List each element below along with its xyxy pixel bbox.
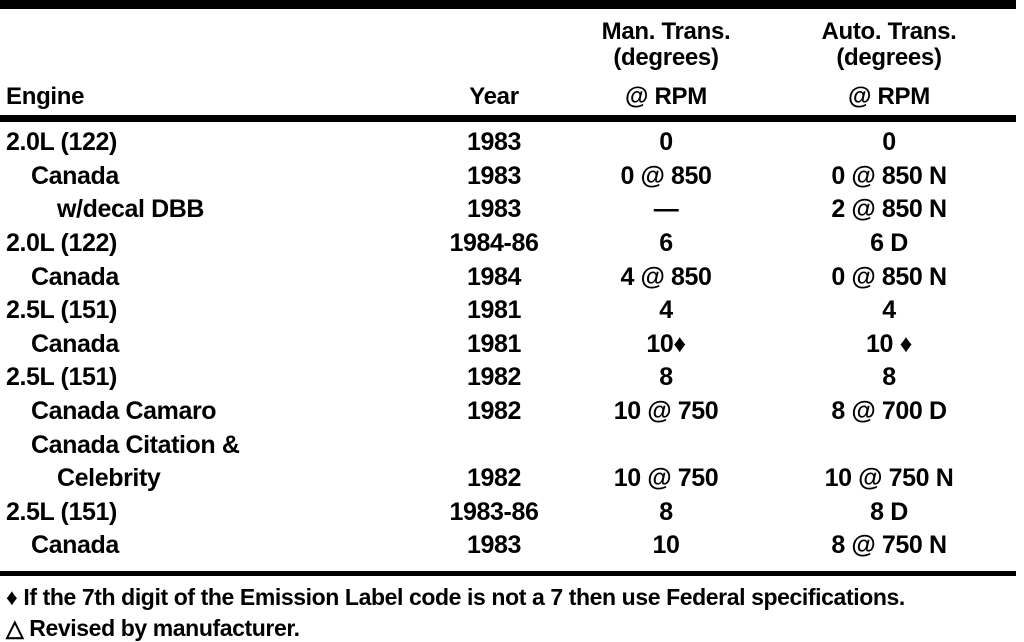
auto-trans-header-line2: (degrees) xyxy=(836,44,942,71)
footnote-diamond-text: If the 7th digit of the Emission Label c… xyxy=(23,583,905,610)
table-row: Canada Citation & xyxy=(0,428,1006,462)
table-row: Celebrity 1982 10 @ 750 10 @ 750 N xyxy=(0,462,1006,496)
year-cell: 1983-86 xyxy=(449,497,539,526)
year-cell: 1983 xyxy=(466,128,521,157)
auto-trans-cell: 4 xyxy=(882,296,896,325)
auto-trans-cell: 8 xyxy=(882,363,896,392)
auto-trans-cell: 2 @ 850 N xyxy=(831,195,947,224)
table-row: 2.5L (151) 1981 4 4 xyxy=(0,294,1006,328)
triangle-icon: △ xyxy=(6,614,24,641)
engine-cell: Canada xyxy=(31,531,119,560)
year-cell: 1983 xyxy=(466,161,521,190)
engine-cell: 2.0L (122) xyxy=(6,128,117,157)
year-cell: 1981 xyxy=(466,329,521,358)
table-row: Canada 1983 0 @ 850 0 @ 850 N xyxy=(0,160,1006,194)
engine-cell: 2.5L (151) xyxy=(6,497,117,526)
year-cell: 1982 xyxy=(466,464,521,493)
table-top-rule xyxy=(0,0,1016,9)
engine-cell: 2.5L (151) xyxy=(6,363,117,392)
engine-cell: 2.0L (122) xyxy=(6,229,117,258)
auto-trans-cell: 8 @ 750 N xyxy=(831,531,947,560)
man-trans-cell: 10 @ 750 xyxy=(613,464,719,493)
man-trans-header-line1: Man. Trans. xyxy=(601,18,731,45)
man-trans-header-line2: (degrees) xyxy=(613,44,719,71)
engine-cell: Canada xyxy=(31,262,119,291)
man-trans-cell: 4 xyxy=(659,296,673,325)
year-cell: 1982 xyxy=(466,397,521,426)
table-row: Canada 1983 10 8 @ 750 N xyxy=(0,529,1006,563)
auto-trans-cell: 0 @ 850 N xyxy=(831,161,947,190)
engine-cell: 2.5L (151) xyxy=(6,296,117,325)
auto-trans-column-header: Auto. Trans. (degrees) @ RPM xyxy=(772,19,1006,110)
auto-trans-cell: 8 D xyxy=(870,497,908,526)
auto-trans-cell: 0 xyxy=(882,128,896,157)
man-trans-cell: 8 xyxy=(659,497,673,526)
year-cell: 1982 xyxy=(466,363,521,392)
man-trans-cell: 4 @ 850 xyxy=(620,262,712,291)
table-row: 2.0L (122) 1983 0 0 xyxy=(0,126,1006,160)
man-trans-cell: — xyxy=(653,195,679,224)
table-row: Canada 1981 10♦ 10 ♦ xyxy=(0,328,1006,362)
auto-trans-cell: 10 @ 750 N xyxy=(824,464,954,493)
engine-cell: Canada Citation & xyxy=(31,430,240,459)
table-row: Canada Camaro 1982 10 @ 750 8 @ 700 D xyxy=(0,395,1006,429)
footnote-triangle-text: Revised by manufacturer. xyxy=(29,614,300,641)
year-cell: 1984-86 xyxy=(449,229,539,258)
footnote-triangle: △ Revised by manufacturer. xyxy=(6,613,1024,642)
engine-cell: Canada xyxy=(31,329,119,358)
engine-cell: Canada Camaro xyxy=(31,397,217,426)
table-header-divider-rule xyxy=(0,115,1016,122)
table-row: 2.5L (151) 1983-86 8 8 D xyxy=(0,496,1006,530)
auto-trans-header-line1: Auto. Trans. xyxy=(821,18,957,45)
man-trans-cell: 8 xyxy=(659,363,673,392)
man-trans-cell: 0 @ 850 xyxy=(620,161,712,190)
engine-cell: w/decal DBB xyxy=(57,195,205,224)
auto-trans-header-line3: @ RPM xyxy=(848,83,930,110)
auto-trans-cell: 6 D xyxy=(870,229,908,258)
table-row: 2.0L (122) 1984-86 6 6 D xyxy=(0,227,1006,261)
man-trans-header-line3: @ RPM xyxy=(625,83,707,110)
engine-cell: Canada xyxy=(31,161,119,190)
table-body: 2.0L (122) 1983 0 0 Canada 1983 0 @ 850 … xyxy=(0,122,1024,563)
man-trans-cell: 10♦ xyxy=(646,329,686,358)
table-header-row: Engine Year Man. Trans. (degrees) @ RPM … xyxy=(0,9,1006,115)
auto-trans-cell: 10 ♦ xyxy=(866,329,912,358)
table-bottom-rule xyxy=(0,570,1016,576)
year-column-header: Year xyxy=(469,83,519,110)
auto-trans-cell: 0 @ 850 N xyxy=(831,262,947,291)
diamond-icon: ♦ xyxy=(6,583,18,610)
man-trans-cell: 10 @ 750 xyxy=(613,397,719,426)
table-row: 2.5L (151) 1982 8 8 xyxy=(0,361,1006,395)
table-row: w/decal DBB 1983 — 2 @ 850 N xyxy=(0,193,1006,227)
auto-trans-cell: 8 @ 700 D xyxy=(831,397,947,426)
footnote-diamond: ♦ If the 7th digit of the Emission Label … xyxy=(6,582,1024,613)
year-cell: 1981 xyxy=(466,296,521,325)
engine-cell: Celebrity xyxy=(57,464,161,493)
footnotes: ♦ If the 7th digit of the Emission Label … xyxy=(0,576,1024,642)
year-cell: 1983 xyxy=(466,195,521,224)
man-trans-column-header: Man. Trans. (degrees) @ RPM xyxy=(560,19,772,110)
table-row: Canada 1984 4 @ 850 0 @ 850 N xyxy=(0,260,1006,294)
man-trans-cell: 10 xyxy=(652,531,680,560)
year-cell: 1984 xyxy=(466,262,521,291)
engine-column-header: Engine xyxy=(6,83,85,110)
man-trans-cell: 0 xyxy=(659,128,673,157)
year-cell: 1983 xyxy=(466,531,521,560)
man-trans-cell: 6 xyxy=(659,229,673,258)
